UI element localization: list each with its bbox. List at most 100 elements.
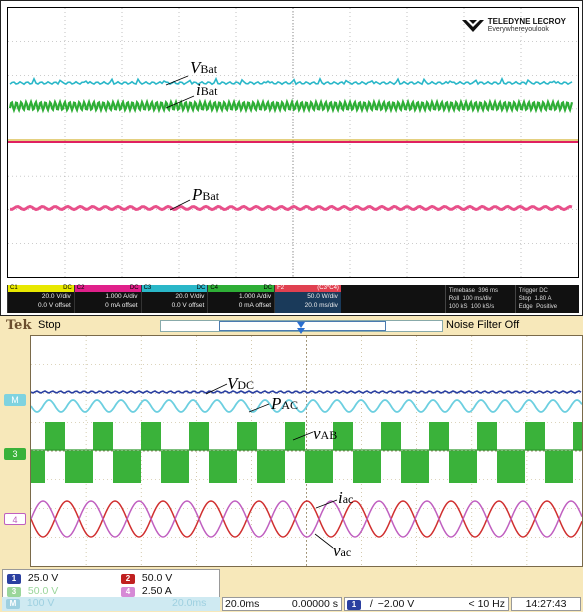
trigger-position-icon [297, 322, 305, 334]
tek-waveform-grid: VDC PAC vAB iac vac [30, 335, 583, 567]
vdc-trace [31, 390, 582, 394]
vab-pulse-top [93, 422, 113, 450]
vab-pulse-top [45, 422, 65, 450]
tek-waveform-svg [31, 336, 582, 566]
vac-label: vac [333, 541, 352, 560]
readout-ch2[interactable]: 2 50.0 V [121, 572, 172, 584]
ibat-label: iBat [196, 80, 218, 99]
trigger-level: −2.00 V [377, 598, 415, 610]
vab-pulse-low [175, 451, 189, 483]
channel-box-c3[interactable]: C3 DC 20.0 V/div 0.0 V offset [140, 285, 208, 313]
iac-leader [315, 499, 338, 509]
vac-trace [31, 500, 582, 538]
pbat-trace [9, 204, 573, 212]
readout-ch4[interactable]: 4 2.50 A [121, 585, 172, 597]
time-per-div: 20.0ms [225, 598, 260, 610]
vab-pulse-low [223, 451, 237, 483]
noise-filter-status: Noise Filter Off [446, 319, 520, 331]
tek-scope-screenshot: Tek Stop Noise Filter Off VDC PAC vAB ia… [0, 316, 583, 612]
brand-name: TELEDYNE LECROY [487, 17, 566, 26]
vab-pulse-low [319, 451, 333, 483]
lecroy-channel-info-bar: C1 DC 20.0 V/div 0.0 V offset C2 DC 1.000 … [7, 285, 579, 313]
ibat-leader [165, 95, 195, 109]
vab-pulse-low [545, 451, 559, 483]
vab-pulse-low [497, 451, 511, 483]
lecroy-scope-screenshot: TELEDYNE LECROY Everywhereyoulook VBat i… [0, 0, 583, 316]
readout-ch1[interactable]: 1 25.0 V [7, 572, 58, 584]
vab-pulse-low [559, 451, 573, 483]
vab-leader [292, 431, 314, 441]
vab-pulse-low [305, 451, 319, 483]
clock: 14:27:43 [511, 597, 581, 611]
marker-ch4[interactable]: 4 [4, 513, 26, 525]
vab-pulse-low [31, 451, 45, 483]
vac-leader [314, 533, 334, 549]
vab-pulse-top [333, 422, 353, 450]
vab-pulse-low [127, 451, 141, 483]
vab-pulse-top [237, 422, 257, 450]
vdc-label: VDC [227, 374, 255, 393]
vab-pulse-low [271, 451, 285, 483]
vab-pulse-low [209, 451, 223, 483]
vab-pulse-low [415, 451, 429, 483]
pbat-label: PBat [192, 185, 220, 204]
marker-ch3[interactable]: 3 [4, 448, 26, 460]
vab-pulse-low [257, 451, 271, 483]
vab-pulse-low [113, 451, 127, 483]
vbat-label: VBat [190, 58, 218, 77]
pac-leader [248, 403, 270, 413]
channel-box-c1[interactable]: C1 DC 20.0 V/div 0.0 V offset [7, 285, 74, 313]
vab-pulse-low [367, 451, 381, 483]
math-time: 20.0ms [172, 597, 207, 609]
vab-pulse-top [189, 422, 209, 450]
vab-pulse-top [525, 422, 545, 450]
tek-top-bar: Tek Stop Noise Filter Off [0, 316, 583, 335]
channel-box-f2[interactable]: F2 (C3*C4) 50.0 W/div 20.0 ms/div [274, 285, 341, 313]
iac-trace [31, 500, 582, 538]
pac-label: PAC [271, 394, 299, 413]
pbat-leader [169, 199, 191, 211]
vab-pulse-top [429, 422, 449, 450]
vbat-leader [165, 75, 189, 86]
vab-pulse-low [161, 451, 175, 483]
lecroy-logo-icon [461, 20, 484, 32]
vdc-leader [205, 383, 228, 395]
vab-pulse-top [285, 422, 305, 450]
vab-pulse-low [401, 451, 415, 483]
trigger-readout[interactable]: 1 / −2.00 V < 10 Hz [344, 597, 509, 611]
lecroy-waveform-grid: TELEDYNE LECROY Everywhereyoulook VBat i… [7, 7, 579, 278]
timebase-box[interactable]: Timebase 396 ms Roll 100 ms/div 100 kS 1… [444, 285, 515, 313]
ibat-trace [8, 98, 574, 114]
vab-pulse-top [141, 422, 161, 450]
horizontal-readout[interactable]: 20.0ms 0.00000 s [222, 597, 342, 611]
channel-box-c4[interactable]: C4 DC 1.000 A/div 0 mA offset [207, 285, 275, 313]
vab-pulse-low [511, 451, 525, 483]
vab-pulse-low [463, 451, 477, 483]
vbat-trace [9, 76, 573, 86]
acquisition-status: Stop [38, 319, 61, 331]
vab-pulse-low [79, 451, 93, 483]
vab-pulse-low [353, 451, 367, 483]
tek-logo: Tek [6, 318, 32, 333]
trigger-source: 1 [347, 600, 361, 610]
marker-math[interactable]: M [4, 394, 26, 406]
horizontal-position: 0.00000 s [291, 598, 338, 610]
readout-ch3[interactable]: 3 50.0 V [7, 585, 58, 597]
trigger-box[interactable]: Trigger DC Stop 1.80 A Edge Positive [514, 285, 579, 313]
lecroy-waveform-svg [8, 8, 578, 277]
vab-pulse-low [449, 451, 463, 483]
trigger-slope-icon: / [369, 598, 373, 610]
vab-pulse-top [573, 422, 582, 450]
vab-pulse-top [381, 422, 401, 450]
trigger-frequency: < 10 Hz [468, 598, 505, 610]
vab-pulse-top [477, 422, 497, 450]
teledyne-lecroy-logo: TELEDYNE LECROY Everywhereyoulook [461, 17, 566, 34]
vab-pulse-low [65, 451, 79, 483]
info-spacer [341, 285, 445, 313]
channel-box-c2[interactable]: C2 DC 1.000 A/div 0 mA offset [73, 285, 141, 313]
pac-trace [31, 399, 582, 413]
iac-label: iac [338, 488, 354, 507]
tek-readout-bar: 1 25.0 V 2 50.0 V 3 50.0 V 4 2.50 A M 10… [0, 567, 583, 612]
readout-math[interactable]: M 100 V 20.0ms [2, 597, 220, 611]
brand-tagline: Everywhereyoulook [487, 26, 549, 33]
